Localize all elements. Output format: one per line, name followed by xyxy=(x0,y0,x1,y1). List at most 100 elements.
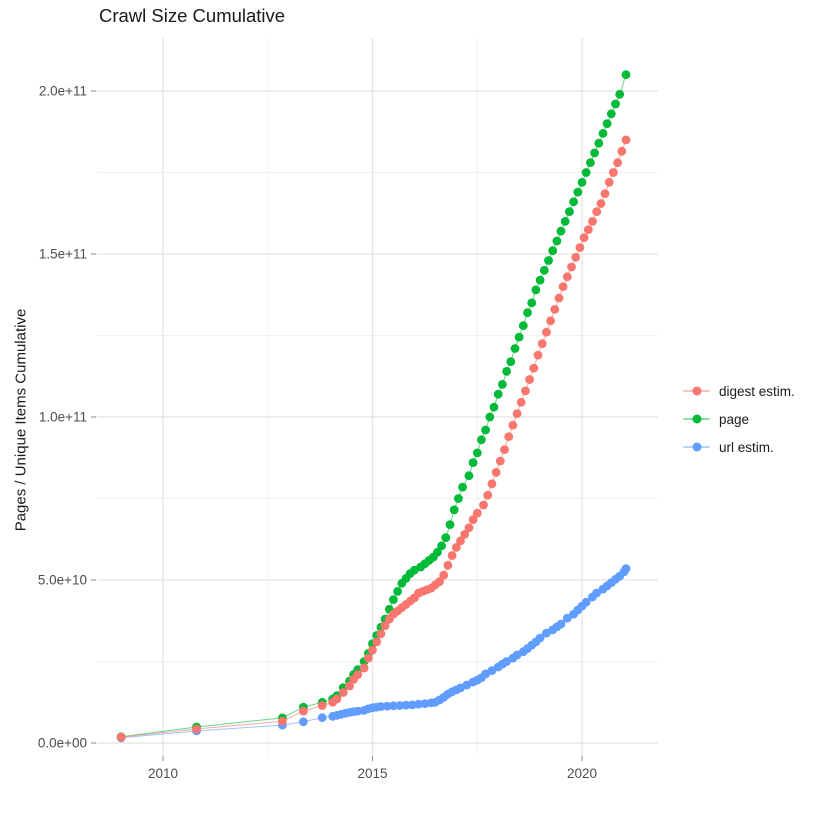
data-point-digest-estim xyxy=(600,189,610,199)
data-point-digest-estim xyxy=(579,233,589,243)
data-point-digest-estim xyxy=(278,716,287,726)
data-point-page xyxy=(441,533,451,542)
data-point-page xyxy=(518,321,528,331)
data-point-digest-estim xyxy=(443,560,453,570)
data-point-url-estim xyxy=(299,717,308,727)
data-point-digest-estim xyxy=(613,158,622,168)
data-point-page xyxy=(493,389,503,399)
data-point-page xyxy=(393,587,402,596)
data-point-url-estim xyxy=(389,701,398,711)
data-point-digest-estim xyxy=(546,316,555,326)
data-point-page xyxy=(481,425,490,435)
data-point-digest-estim xyxy=(376,629,386,639)
data-point-page xyxy=(586,158,595,168)
data-point-digest-estim xyxy=(596,199,606,208)
data-point-digest-estim xyxy=(299,706,308,716)
data-point-digest-estim xyxy=(491,468,501,477)
data-point-digest-estim xyxy=(487,479,497,489)
data-point-digest-estim xyxy=(495,456,505,466)
data-point-page xyxy=(523,308,532,318)
data-point-page xyxy=(573,187,583,197)
data-point-page xyxy=(615,89,625,99)
data-point-digest-estim xyxy=(621,135,631,145)
data-point-url-estim xyxy=(317,713,327,722)
data-point-digest-estim xyxy=(192,724,201,734)
data-point-page xyxy=(449,505,459,515)
y-tick-label: 1.5e+11 xyxy=(39,247,87,262)
legend-dot-icon xyxy=(692,442,701,452)
data-point-digest-estim xyxy=(338,688,348,697)
data-point-page xyxy=(389,595,398,604)
legend: digest estim. page url estim. xyxy=(683,377,795,461)
data-point-digest-estim xyxy=(533,350,543,360)
data-point-page xyxy=(606,109,616,119)
data-point-digest-estim xyxy=(116,732,126,742)
data-point-page xyxy=(472,448,482,458)
legend-label: digest estim. xyxy=(719,383,795,399)
data-point-digest-estim xyxy=(558,282,568,291)
data-point-digest-estim xyxy=(472,508,482,518)
data-point-digest-estim xyxy=(504,432,514,441)
legend-item-url-estim: url estim. xyxy=(683,433,795,461)
data-point-page xyxy=(602,119,612,128)
data-point-digest-estim xyxy=(447,551,457,560)
data-point-digest-estim xyxy=(353,670,363,679)
y-tick-label: 5.0e+10 xyxy=(38,573,87,588)
data-point-page xyxy=(445,520,455,529)
data-point-digest-estim xyxy=(550,305,560,314)
y-tick-label: 2.0e+11 xyxy=(39,84,87,99)
x-tick-label: 2010 xyxy=(148,766,178,781)
data-point-digest-estim xyxy=(372,637,382,647)
data-point-digest-estim xyxy=(521,386,530,396)
data-point-digest-estim xyxy=(609,168,618,177)
data-point-page xyxy=(577,177,587,187)
data-point-digest-estim xyxy=(542,327,551,337)
legend-label: page xyxy=(719,411,750,427)
data-point-digest-estim xyxy=(332,694,342,704)
data-point-url-estim xyxy=(562,613,572,623)
legend-item-digest-estim: digest estim. xyxy=(683,377,795,405)
data-point-digest-estim xyxy=(380,621,390,630)
data-point-page xyxy=(556,226,566,236)
data-point-url-estim xyxy=(535,633,545,643)
data-point-page xyxy=(565,207,574,217)
data-point-digest-estim xyxy=(537,339,547,349)
y-tick-label: 0.0e+00 xyxy=(38,736,87,751)
data-point-page xyxy=(527,298,537,308)
data-point-page xyxy=(437,541,446,551)
chart-title: Crawl Size Cumulative xyxy=(99,5,286,26)
data-point-digest-estim xyxy=(554,293,564,303)
data-point-digest-estim xyxy=(439,570,449,580)
data-point-digest-estim xyxy=(571,252,581,262)
data-point-page xyxy=(539,265,549,275)
data-point-digest-estim xyxy=(345,681,354,691)
data-point-digest-estim xyxy=(460,530,470,539)
data-point-page xyxy=(477,435,486,445)
data-point-page xyxy=(433,547,442,557)
legend-key-page xyxy=(683,411,710,427)
data-point-digest-estim xyxy=(512,409,522,419)
data-point-page xyxy=(531,285,541,295)
data-point-page xyxy=(468,458,478,467)
data-point-page xyxy=(581,168,591,177)
data-point-page xyxy=(502,367,511,376)
data-point-page xyxy=(594,138,604,148)
data-point-digest-estim xyxy=(435,577,444,586)
legend-key-url-estim xyxy=(683,439,710,455)
data-point-page xyxy=(621,70,631,80)
data-point-page xyxy=(498,380,507,389)
data-point-digest-estim xyxy=(575,243,585,252)
data-point-page xyxy=(458,482,467,492)
x-tick-label: 2020 xyxy=(567,766,597,781)
data-point-page xyxy=(506,357,516,366)
data-point-digest-estim xyxy=(508,420,518,430)
legend-label: url estim. xyxy=(719,439,774,455)
data-point-digest-estim xyxy=(464,523,474,533)
data-point-digest-estim xyxy=(456,536,465,546)
data-point-digest-estim xyxy=(592,207,602,217)
data-point-digest-estim xyxy=(525,375,534,384)
data-point-digest-estim xyxy=(359,663,369,673)
data-point-digest-estim xyxy=(617,146,627,156)
